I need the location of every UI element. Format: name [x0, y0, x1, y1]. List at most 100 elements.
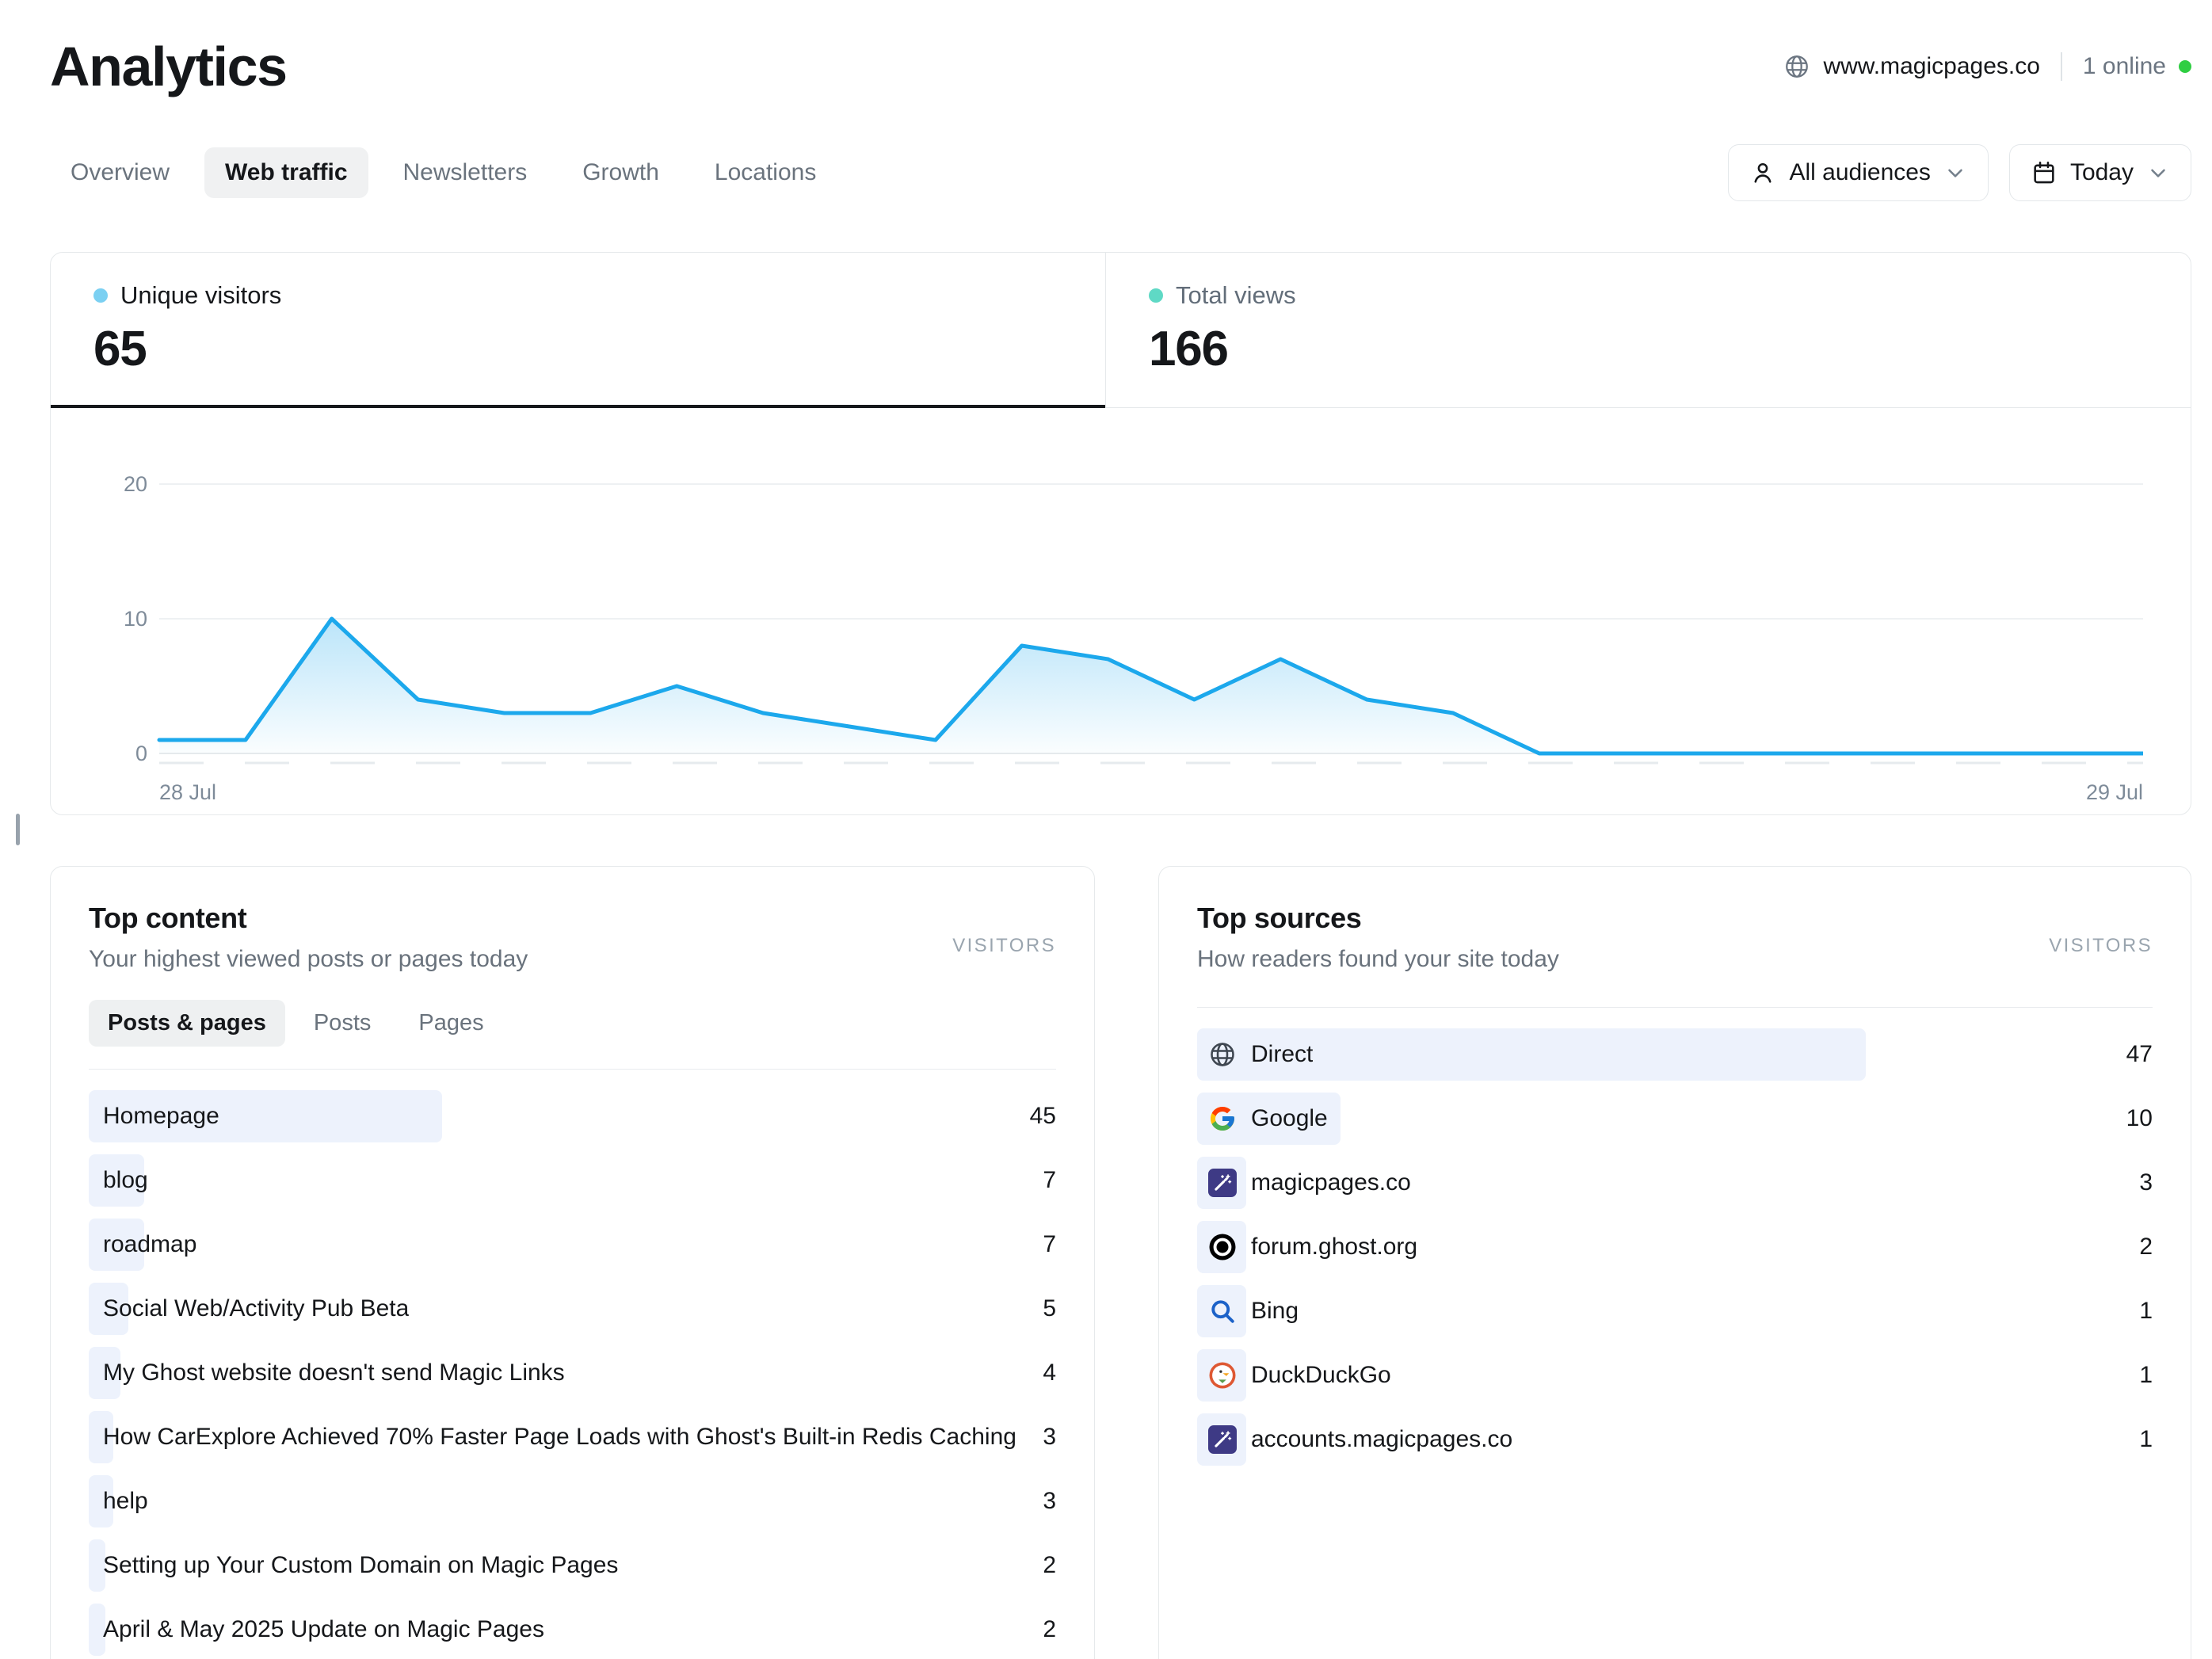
- list-item[interactable]: Bing 1: [1197, 1285, 2153, 1337]
- content-tab-posts[interactable]: Posts: [295, 1000, 391, 1047]
- panel-subtitle: How readers found your site today: [1197, 946, 1559, 972]
- item-main: Bing: [1197, 1297, 2120, 1325]
- visitors-column-header: VISITORS: [2049, 935, 2153, 956]
- item-main: My Ghost website doesn't send Magic Link…: [89, 1360, 1024, 1386]
- svg-text:0: 0: [135, 742, 147, 765]
- analytics-nav-tabs: Overview Web traffic Newsletters Growth Loca…: [50, 147, 837, 198]
- list-item[interactable]: Direct 47: [1197, 1028, 2153, 1081]
- nav-tab-newsletters[interactable]: Newsletters: [383, 147, 548, 198]
- site-domain-link[interactable]: www.magicpages.co: [1823, 53, 2040, 79]
- item-label: My Ghost website doesn't send Magic Link…: [103, 1360, 565, 1386]
- content-tab-pages[interactable]: Pages: [399, 1000, 502, 1047]
- visitors-bar: [89, 1090, 442, 1142]
- date-range-button[interactable]: Today: [2008, 144, 2191, 201]
- bing-icon: [1208, 1297, 1237, 1325]
- item-label: Social Web/Activity Pub Beta: [103, 1295, 410, 1321]
- magicpages-icon: [1208, 1425, 1237, 1454]
- item-main: Google: [1197, 1104, 2107, 1133]
- chevron-down-icon: [1943, 161, 1967, 185]
- date-range-label: Today: [2069, 159, 2134, 185]
- content-tab-posts-pages[interactable]: Posts & pages: [89, 1000, 285, 1047]
- visitors-count: 3: [1043, 1488, 1056, 1514]
- item-main: Direct: [1197, 1040, 2107, 1069]
- list-item[interactable]: accounts.magicpages.co 1: [1197, 1413, 2153, 1466]
- panel-subtitle: Your highest viewed posts or pages today: [89, 946, 528, 972]
- item-main: blog: [89, 1167, 1024, 1194]
- list-item[interactable]: April & May 2025 Update on Magic Pages 2: [89, 1604, 1056, 1656]
- list-item[interactable]: magicpages.co 3: [1197, 1157, 2153, 1209]
- panel-title: Top content: [89, 902, 247, 934]
- item-label: DuckDuckGo: [1251, 1362, 1391, 1388]
- visitors-bar: [1197, 1093, 1341, 1145]
- google-icon: [1208, 1104, 1237, 1133]
- visitors-count: 1: [2139, 1426, 2153, 1452]
- scrollbar-thumb[interactable]: [16, 814, 20, 845]
- duckduckgo-icon: [1208, 1361, 1237, 1390]
- item-label: forum.ghost.org: [1251, 1234, 1418, 1260]
- top-content-panel: Top content Your highest viewed posts or…: [50, 866, 1095, 1659]
- top-content-list: Homepage 45 blog 7 roadmap 7 Social Web/Activi…: [89, 1090, 1056, 1656]
- page-title: Analytics: [50, 36, 288, 97]
- divider: [89, 1069, 1056, 1070]
- item-label: accounts.magicpages.co: [1251, 1426, 1513, 1452]
- svg-text:29 Jul: 29 Jul: [2086, 780, 2143, 804]
- stat-label: Total views: [1176, 281, 1296, 309]
- list-item[interactable]: How CarExplore Achieved 70% Faster Page …: [89, 1411, 1056, 1463]
- list-item[interactable]: help 3: [89, 1475, 1056, 1527]
- visitors-bar: [89, 1154, 144, 1207]
- list-item[interactable]: Google 10: [1197, 1093, 2153, 1145]
- magicpages-icon: [1208, 1169, 1237, 1197]
- svg-text:28 Jul: 28 Jul: [159, 780, 216, 804]
- list-item[interactable]: My Ghost website doesn't send Magic Link…: [89, 1347, 1056, 1399]
- item-main: accounts.magicpages.co: [1197, 1425, 2120, 1454]
- visitors-count: 3: [1043, 1424, 1056, 1450]
- svg-text:10: 10: [124, 607, 147, 631]
- visitors-count: 2: [1043, 1616, 1056, 1642]
- item-label: Google: [1251, 1105, 1328, 1131]
- list-item[interactable]: blog 7: [89, 1154, 1056, 1207]
- visitors-bar: [89, 1475, 113, 1527]
- item-main: Setting up Your Custom Domain on Magic P…: [89, 1552, 1024, 1579]
- stat-total-views[interactable]: Total views 166: [1105, 253, 2191, 408]
- item-label: magicpages.co: [1251, 1169, 1411, 1196]
- list-item[interactable]: roadmap 7: [89, 1219, 1056, 1271]
- item-main: roadmap: [89, 1231, 1024, 1258]
- bottom-panels: Top content Your highest viewed posts or…: [50, 866, 2191, 1659]
- stat-value: 65: [93, 322, 147, 376]
- top-bar: Analytics www.magicpages.co 1 online: [50, 35, 2191, 98]
- item-main: Social Web/Activity Pub Beta: [89, 1295, 1024, 1322]
- item-label: Setting up Your Custom Domain on Magic P…: [103, 1552, 619, 1578]
- list-item[interactable]: Setting up Your Custom Domain on Magic P…: [89, 1539, 1056, 1592]
- item-main: DuckDuckGo: [1197, 1361, 2120, 1390]
- visitors-bar: [1197, 1028, 1867, 1081]
- list-item[interactable]: DuckDuckGo 1: [1197, 1349, 2153, 1402]
- stat-unique-visitors[interactable]: Unique visitors 65: [51, 253, 1105, 408]
- list-item[interactable]: forum.ghost.org 2: [1197, 1221, 2153, 1273]
- stat-value: 166: [1149, 322, 1229, 376]
- filters: All audiences Today: [1728, 144, 2191, 201]
- visitors-area-chart: 0 10 20 28 Jul 29 Jul: [51, 408, 2191, 814]
- visitors-count: 2: [2139, 1234, 2153, 1260]
- nav-tab-growth[interactable]: Growth: [562, 147, 680, 198]
- visitors-bar: [89, 1219, 144, 1271]
- audience-filter-button[interactable]: All audiences: [1728, 144, 1989, 201]
- list-item[interactable]: Social Web/Activity Pub Beta 5: [89, 1283, 1056, 1335]
- item-label: Bing: [1251, 1298, 1299, 1324]
- visitors-count: 5: [1043, 1295, 1056, 1321]
- visitors-count: 10: [2126, 1105, 2153, 1131]
- visitors-bar: [1197, 1285, 1246, 1337]
- visitors-count: 2: [1043, 1552, 1056, 1578]
- item-label: help: [103, 1488, 148, 1514]
- globe-icon: [1208, 1040, 1237, 1069]
- nav-tab-locations[interactable]: Locations: [694, 147, 837, 198]
- visitors-count: 47: [2126, 1041, 2153, 1067]
- content-type-tabs: Posts & pages Posts Pages: [89, 1000, 1056, 1047]
- item-main: magicpages.co: [1197, 1169, 2120, 1197]
- item-label: Direct: [1251, 1041, 1314, 1067]
- list-item[interactable]: Homepage 45: [89, 1090, 1056, 1142]
- nav-tab-overview[interactable]: Overview: [50, 147, 190, 198]
- nav-tab-web-traffic[interactable]: Web traffic: [204, 147, 368, 198]
- item-main: How CarExplore Achieved 70% Faster Page …: [89, 1424, 1024, 1451]
- item-main: Homepage: [89, 1103, 1011, 1130]
